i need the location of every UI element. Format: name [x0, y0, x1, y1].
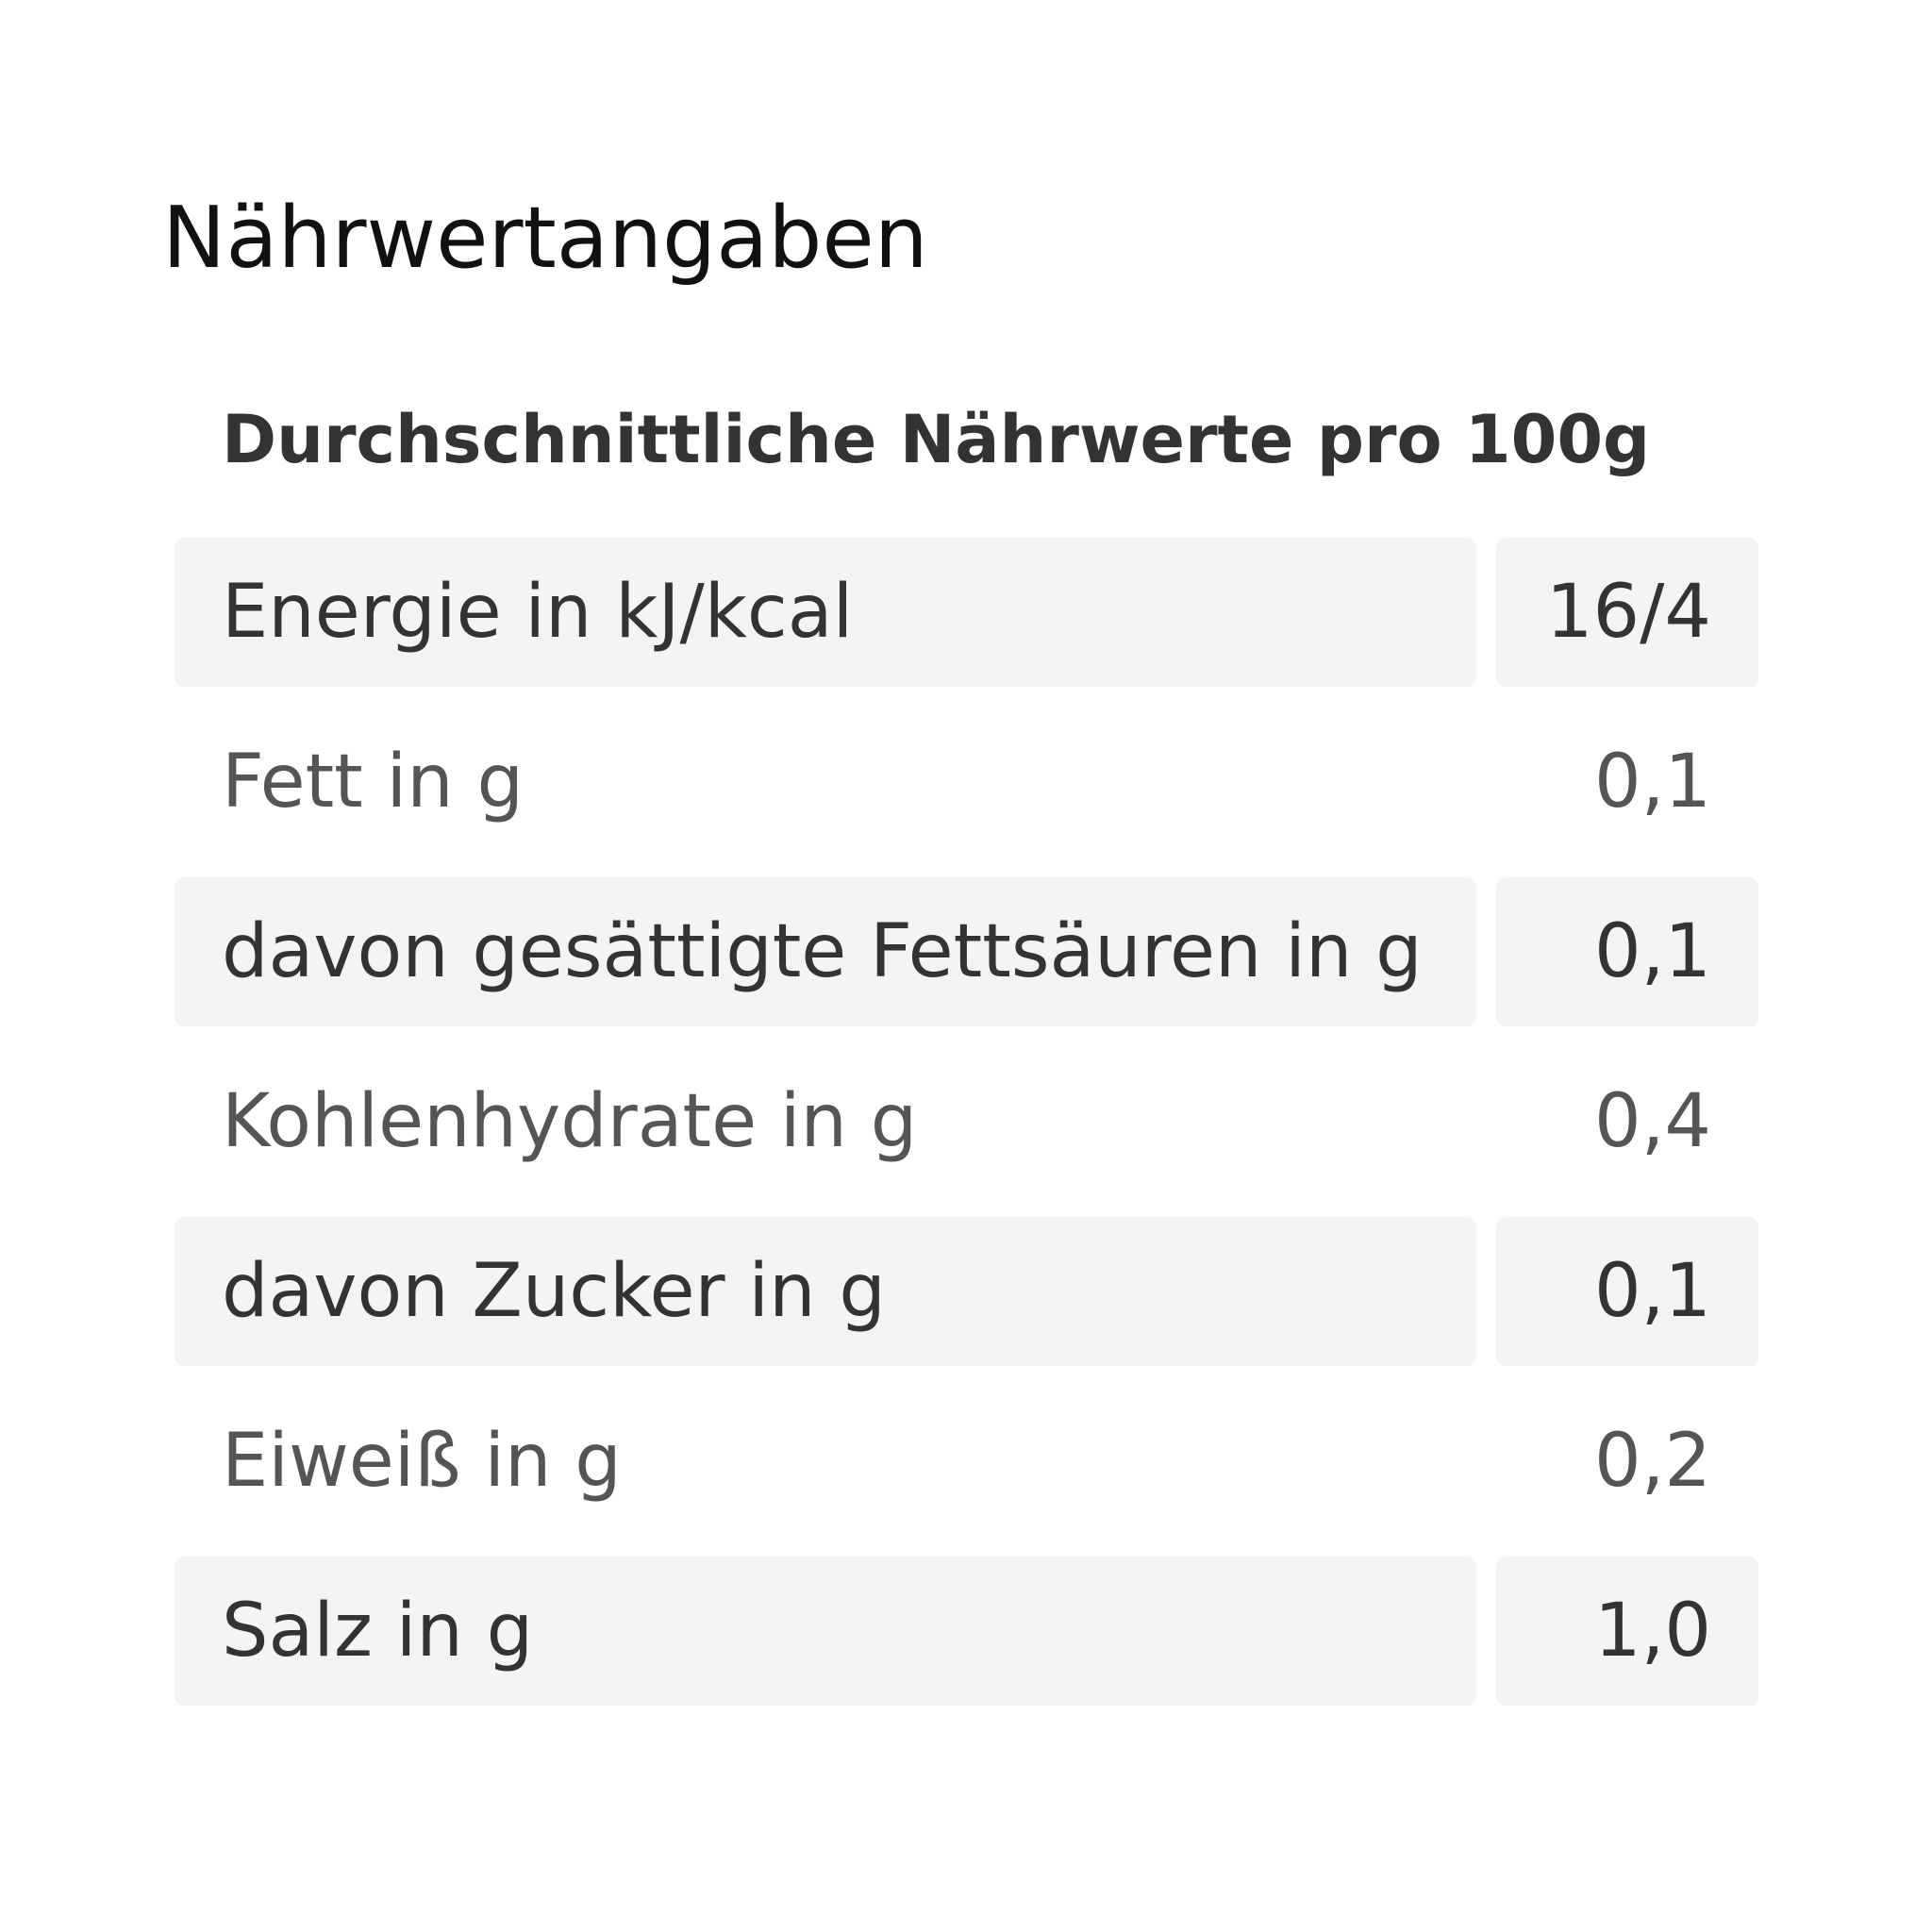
row-label: Kohlenhydrate in g: [222, 1079, 918, 1164]
row-label: Eiweiß in g: [222, 1419, 622, 1504]
table-header: Durchschnittliche Nährwerte pro 100g: [222, 401, 1651, 478]
row-value: 16/4: [1496, 538, 1758, 687]
row-label: davon Zucker in g: [175, 1217, 1476, 1366]
row-label: Fett in g: [222, 740, 524, 824]
row-label: davon gesättigte Fettsäuren in g: [175, 877, 1476, 1026]
row-value: 0,1: [1593, 740, 1711, 824]
row-value: 0,4: [1593, 1079, 1711, 1164]
row-value: 0,1: [1496, 877, 1758, 1026]
row-value: 1,0: [1496, 1557, 1758, 1706]
row-value: 0,2: [1593, 1419, 1711, 1504]
row-label: Energie in kJ/kcal: [175, 538, 1476, 687]
row-value: 0,1: [1496, 1217, 1758, 1366]
row-label: Salz in g: [175, 1557, 1476, 1706]
title: Nährwertangaben: [162, 189, 928, 288]
